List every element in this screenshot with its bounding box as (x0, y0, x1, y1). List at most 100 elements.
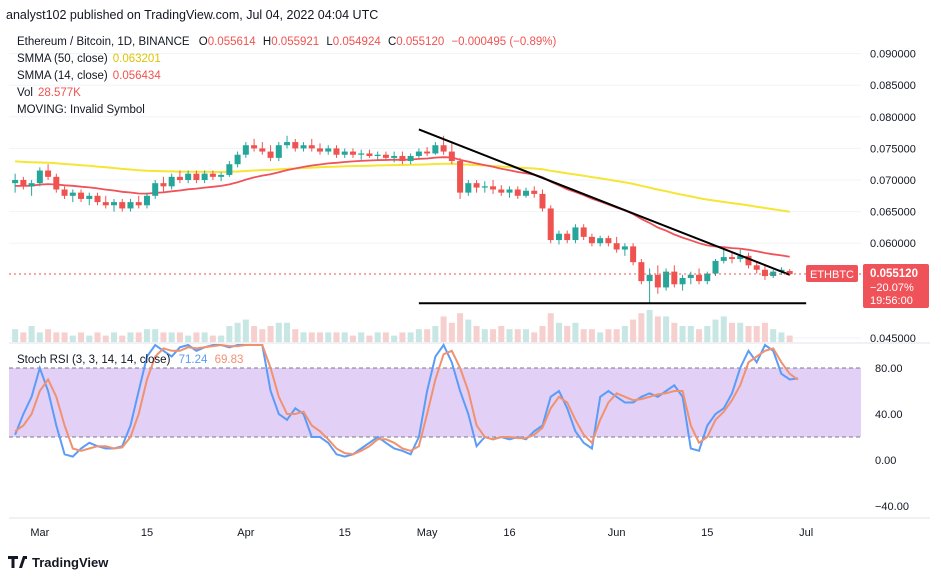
candle-body (86, 195, 93, 199)
candle-body (613, 243, 620, 250)
price-tick-label: 0.075000 (870, 143, 916, 155)
volume-bar (152, 329, 159, 342)
candle-body (646, 274, 653, 282)
volume-bar (226, 326, 233, 342)
volume-bar (185, 335, 192, 342)
candle-body (152, 183, 159, 196)
volume-bar (531, 332, 538, 342)
candle-body (259, 148, 266, 152)
candle-body (102, 202, 109, 206)
candle-body (588, 236, 595, 244)
publisher-caption: analyst102 published on TradingView.com,… (6, 8, 378, 22)
volume-bar (374, 332, 381, 342)
price-tick-label: 0.090000 (870, 49, 916, 61)
candle-body (704, 273, 711, 282)
candle-body (317, 148, 323, 152)
tradingview-logo[interactable]: TradingView (8, 555, 109, 570)
candle-body (457, 161, 464, 193)
candle-body (94, 195, 101, 203)
volume-bar (333, 332, 340, 342)
candle-body (284, 142, 291, 146)
price-axis[interactable]: 0.090000 0.085000 0.080000 0.075000 0.070000… (870, 49, 916, 345)
candle-body (36, 170, 43, 184)
volume-bar (663, 316, 670, 342)
volume-bar (366, 335, 373, 342)
stoch-rsi-axis[interactable]: 80.00 40.00 0.00 −40.00 (875, 363, 909, 513)
candle-body (135, 202, 142, 206)
candle-body (399, 155, 406, 162)
candle-body (621, 246, 628, 250)
candle-body (654, 274, 661, 288)
candle-body (185, 173, 192, 180)
time-tick-label: Apr (237, 527, 254, 539)
smma14-label: SMMA (14, close) (17, 70, 108, 82)
candle-body (720, 257, 727, 261)
candle-body (358, 153, 365, 155)
price-pane[interactable] (9, 32, 861, 342)
candle-body (45, 170, 52, 177)
tradingview-logo-icon (8, 556, 27, 568)
volume-bar (251, 326, 258, 342)
smma14-value: 0.056434 (113, 70, 162, 82)
volume-bar (382, 332, 389, 342)
candle-body (523, 190, 529, 196)
moving-label: MOVING: Invalid Symbol (17, 104, 145, 116)
volume-bar (102, 335, 109, 342)
descending-trendline[interactable] (418, 128, 791, 276)
candle-body (638, 262, 645, 282)
candle-body (555, 233, 562, 241)
time-axis[interactable]: Mar 15 Apr 15 May 16 Jun 15 Jul (30, 527, 813, 539)
low-value: 0.054924 (333, 36, 382, 48)
volume-bar (605, 329, 612, 342)
price-tick-label: 0.085000 (870, 80, 916, 92)
volume-bar (580, 329, 587, 342)
volume-bar (613, 329, 620, 342)
candle-body (391, 155, 398, 158)
volume-bar (415, 329, 422, 342)
candle-body (61, 189, 68, 196)
vol-value: 28.577K (38, 87, 81, 99)
candle-body (234, 154, 241, 165)
symbol-tag-text: ETHBTC (810, 269, 854, 281)
last-price-tag-bg (863, 264, 929, 308)
volume-bar (209, 335, 216, 342)
price-legend: Ethereum / Bitcoin, 1D, BINANCE O0.05561… (17, 36, 556, 116)
stoch-rsi-band (9, 367, 861, 438)
candle-body (119, 202, 126, 209)
candle-body (737, 255, 744, 259)
candle-body (176, 176, 183, 180)
candle-body (69, 192, 76, 196)
candle-body (209, 173, 216, 177)
volume-bar (399, 332, 406, 342)
volume-bar (325, 332, 332, 342)
candle-body (663, 271, 670, 288)
candle-body (407, 155, 414, 162)
volume-bar (465, 319, 472, 342)
price-tick-label: 0.070000 (870, 175, 916, 187)
candle-body (193, 173, 200, 180)
volume-bar (28, 326, 35, 342)
candle-body (696, 274, 703, 282)
volume-bar (36, 332, 43, 342)
volume-bar (572, 322, 579, 342)
volume-bar (564, 326, 571, 342)
price-tick-label: 0.080000 (870, 112, 916, 124)
price-tick-label: 0.060000 (870, 238, 916, 250)
time-tick-label: Jul (799, 527, 813, 539)
volume-bar (349, 335, 356, 342)
open-label: O (199, 36, 208, 48)
candle-body (531, 190, 538, 194)
change-value: −0.000495 (−0.89%) (451, 36, 556, 48)
time-tick-label: Mar (30, 527, 49, 539)
candle-body (547, 208, 554, 241)
volume-bar (275, 322, 282, 342)
volume-bar (523, 329, 529, 342)
volume-bar (407, 332, 414, 342)
candle-body (160, 183, 167, 187)
volume-bar (143, 329, 150, 342)
volume-bar (78, 332, 85, 342)
volume-bar (696, 329, 703, 342)
volume-bar (45, 329, 52, 342)
